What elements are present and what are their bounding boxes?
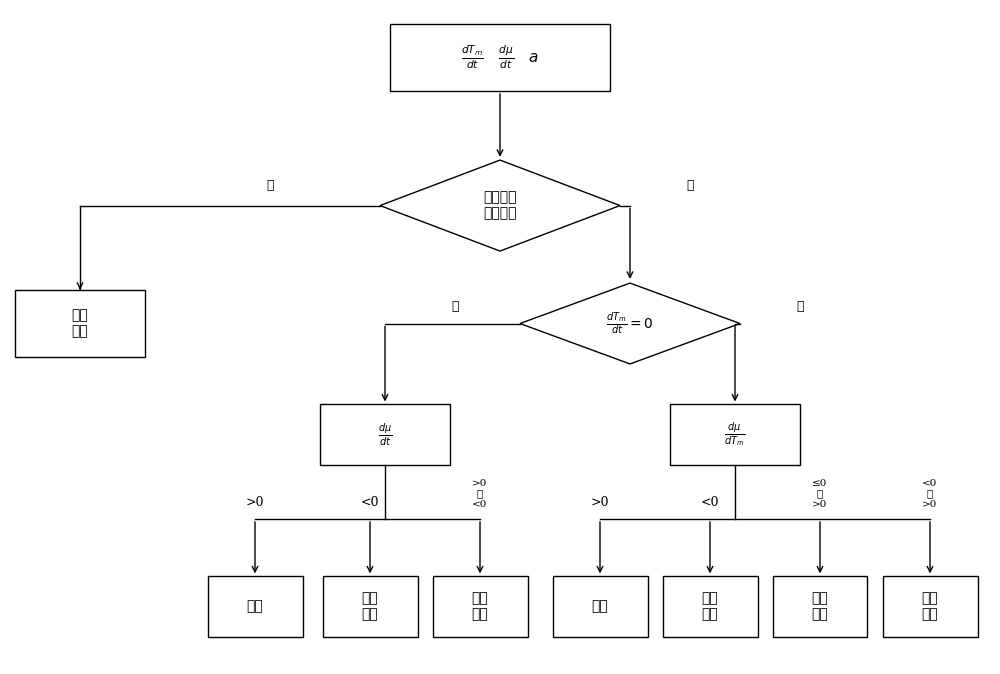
FancyBboxPatch shape	[15, 290, 145, 357]
Text: >0
至
<0: >0 至 <0	[472, 479, 488, 509]
Text: <0: <0	[361, 496, 379, 509]
Text: 是: 是	[266, 179, 274, 192]
Text: >0: >0	[591, 496, 609, 509]
FancyBboxPatch shape	[552, 576, 648, 637]
Text: 稳定: 稳定	[592, 600, 608, 613]
FancyBboxPatch shape	[772, 576, 867, 637]
FancyBboxPatch shape	[662, 576, 758, 637]
Polygon shape	[520, 283, 740, 364]
Text: $\frac{d\mu}{dT_m}$: $\frac{d\mu}{dT_m}$	[724, 421, 746, 449]
Text: 否: 否	[796, 301, 804, 313]
Text: ≤0
至
>0: ≤0 至 >0	[812, 479, 828, 509]
FancyBboxPatch shape	[670, 404, 800, 465]
Text: 微观
空转: 微观 空转	[812, 592, 828, 621]
FancyBboxPatch shape	[322, 576, 418, 637]
Text: 缓慢
空转: 缓慢 空转	[362, 592, 378, 621]
Text: 微观
空转: 微观 空转	[472, 592, 488, 621]
Text: 角加速度
判定阈值: 角加速度 判定阈值	[483, 191, 517, 220]
Text: 飞速
空转: 飞速 空转	[72, 309, 88, 338]
Text: $\frac{dT_m}{dt}=0$: $\frac{dT_m}{dt}=0$	[606, 311, 654, 336]
Text: 缓慢
空转: 缓慢 空转	[702, 592, 718, 621]
Polygon shape	[380, 160, 620, 251]
Text: 恢复
粘着: 恢复 粘着	[922, 592, 938, 621]
Text: 稳定: 稳定	[247, 600, 263, 613]
Text: <0: <0	[701, 496, 719, 509]
FancyBboxPatch shape	[883, 576, 978, 637]
FancyBboxPatch shape	[320, 404, 450, 465]
FancyBboxPatch shape	[390, 24, 610, 91]
Text: $\frac{dT_m}{dt}\quad\frac{d\mu}{dt}\quad a$: $\frac{dT_m}{dt}\quad\frac{d\mu}{dt}\qua…	[461, 43, 539, 71]
Text: <0
至
>0: <0 至 >0	[922, 479, 938, 509]
Text: $\frac{d\mu}{dt}$: $\frac{d\mu}{dt}$	[378, 421, 392, 448]
Text: 是: 是	[451, 301, 459, 313]
Text: 否: 否	[686, 179, 694, 192]
FancyBboxPatch shape	[432, 576, 528, 637]
FancyBboxPatch shape	[208, 576, 302, 637]
Text: >0: >0	[246, 496, 264, 509]
